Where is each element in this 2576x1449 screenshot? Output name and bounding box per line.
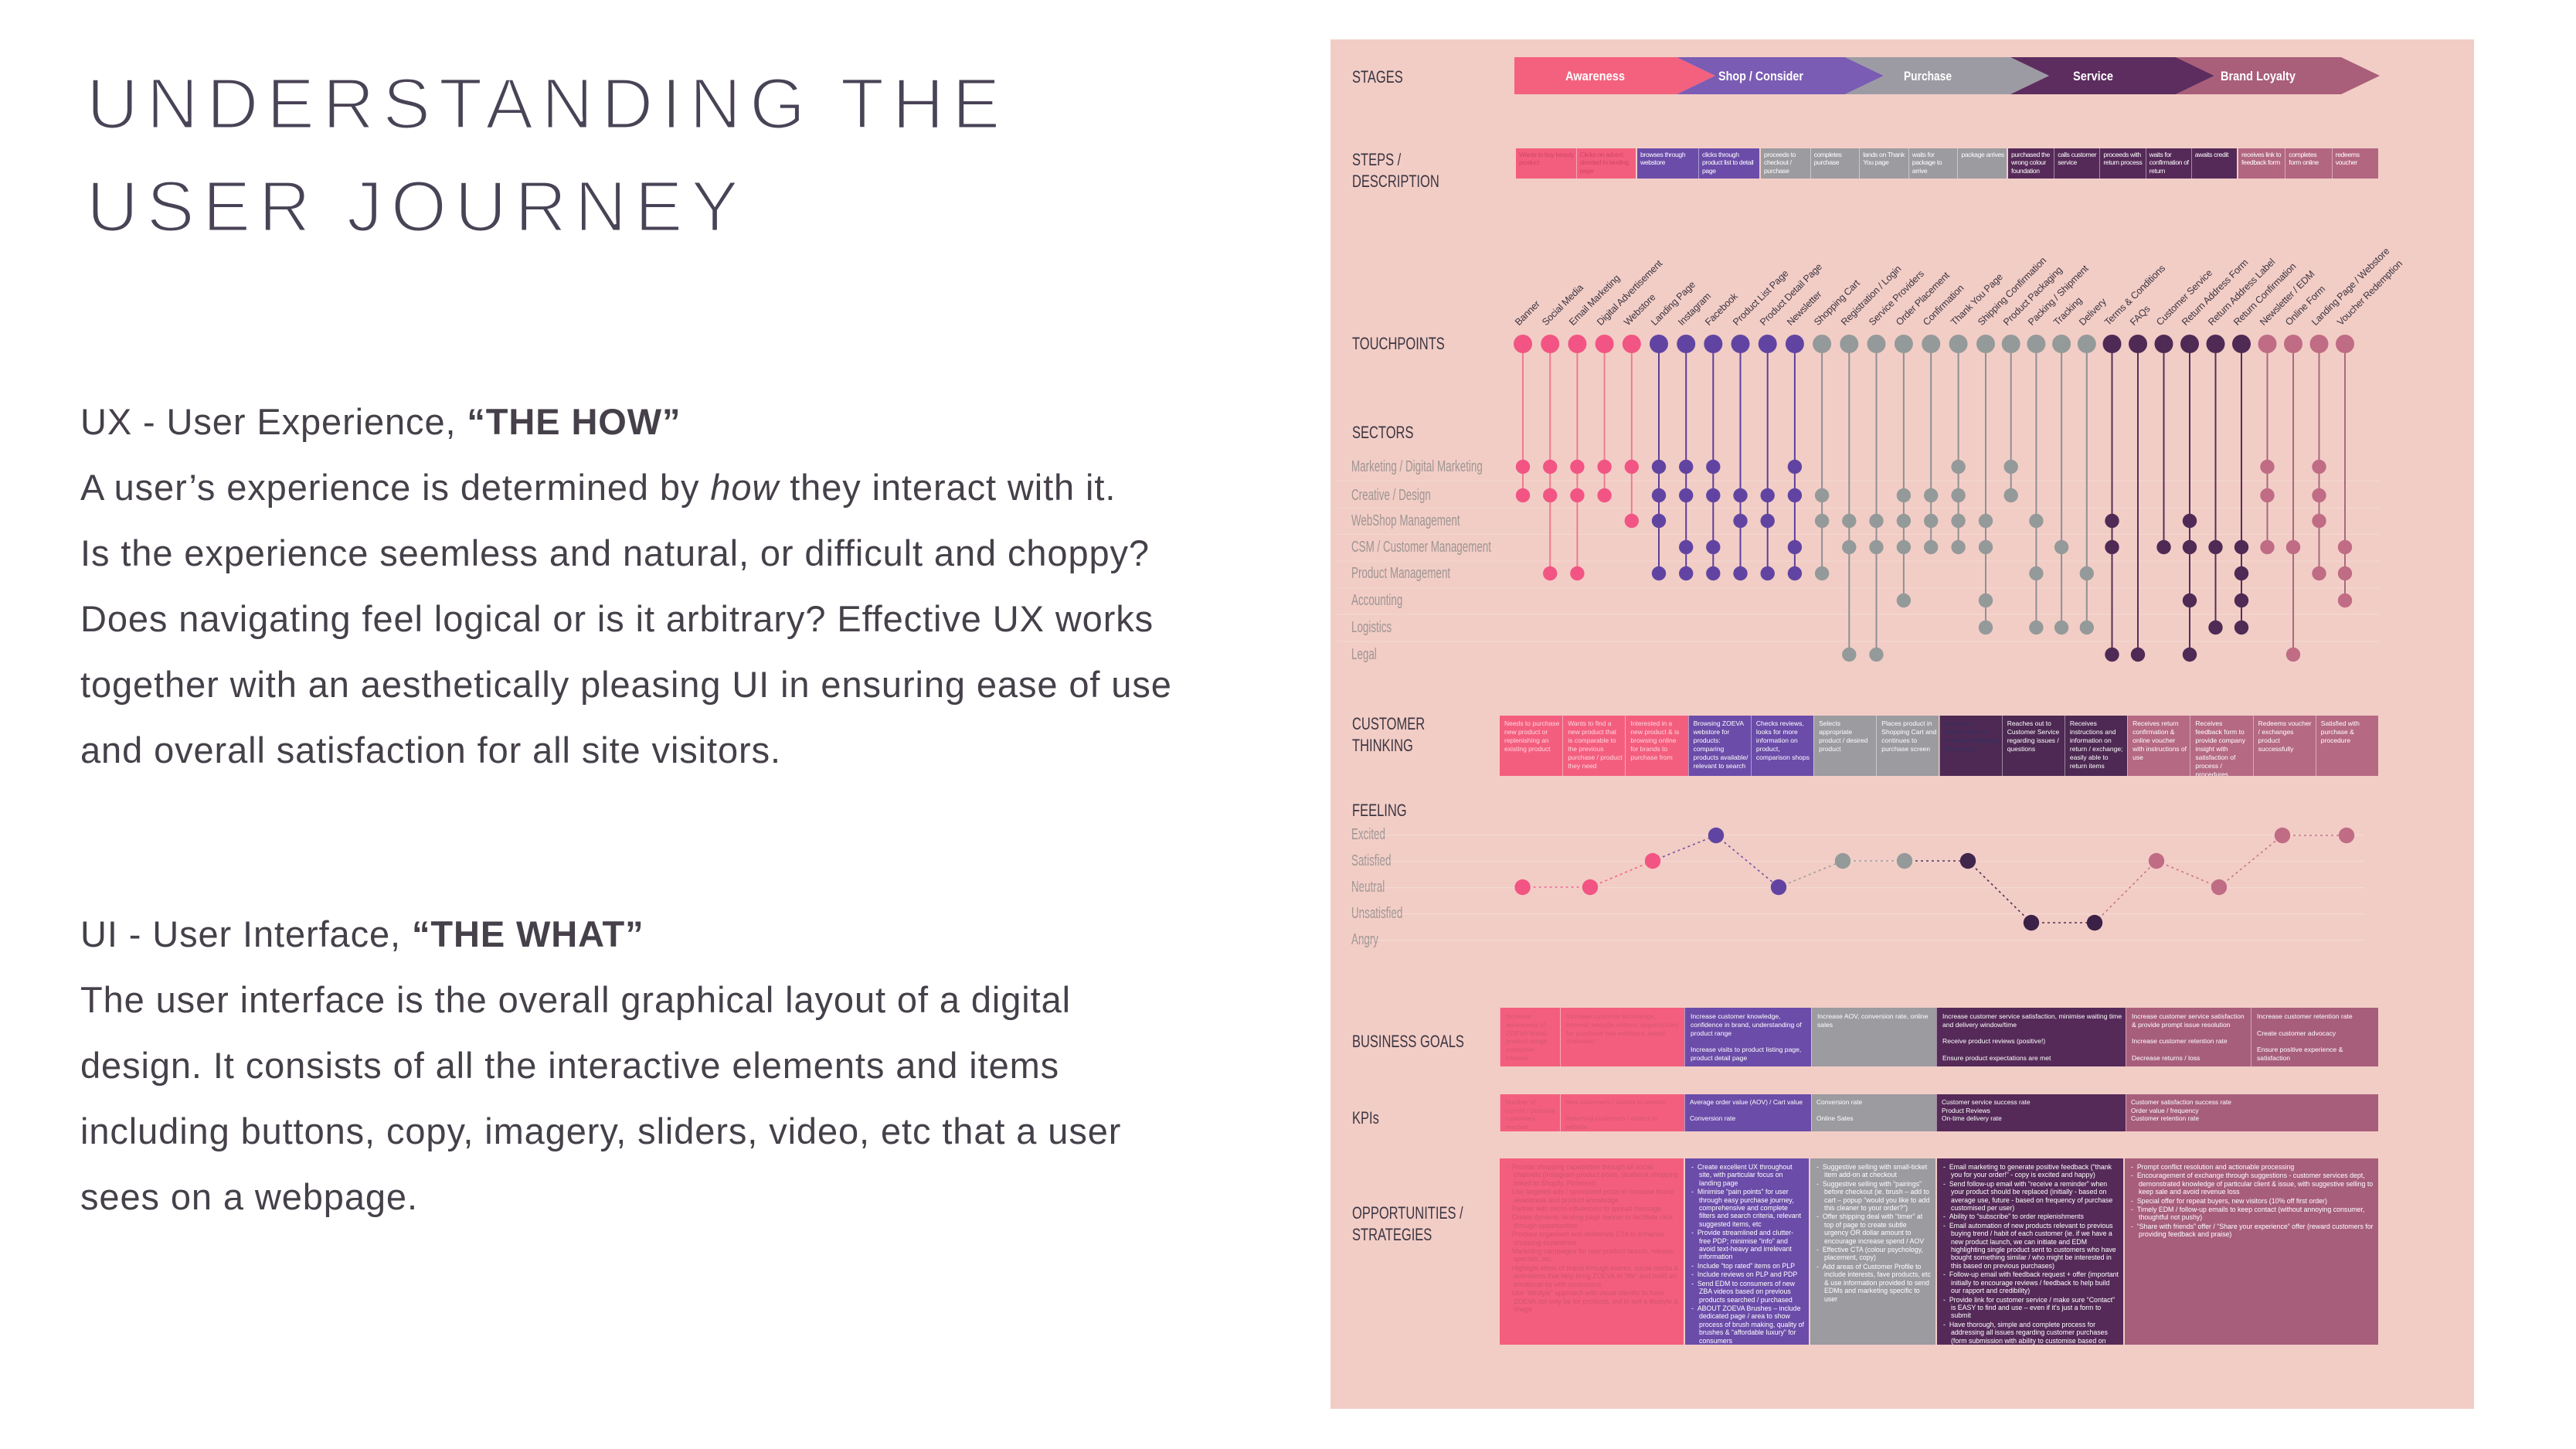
svg-text:Brand Loyalty: Brand Loyalty — [2221, 69, 2296, 83]
svg-text:Shop / Consider: Shop / Consider — [1718, 69, 1803, 83]
svg-text:Purchase: Purchase — [1904, 69, 1952, 83]
svg-text:Awareness: Awareness — [1565, 69, 1625, 83]
svg-text:Service: Service — [2073, 69, 2113, 83]
